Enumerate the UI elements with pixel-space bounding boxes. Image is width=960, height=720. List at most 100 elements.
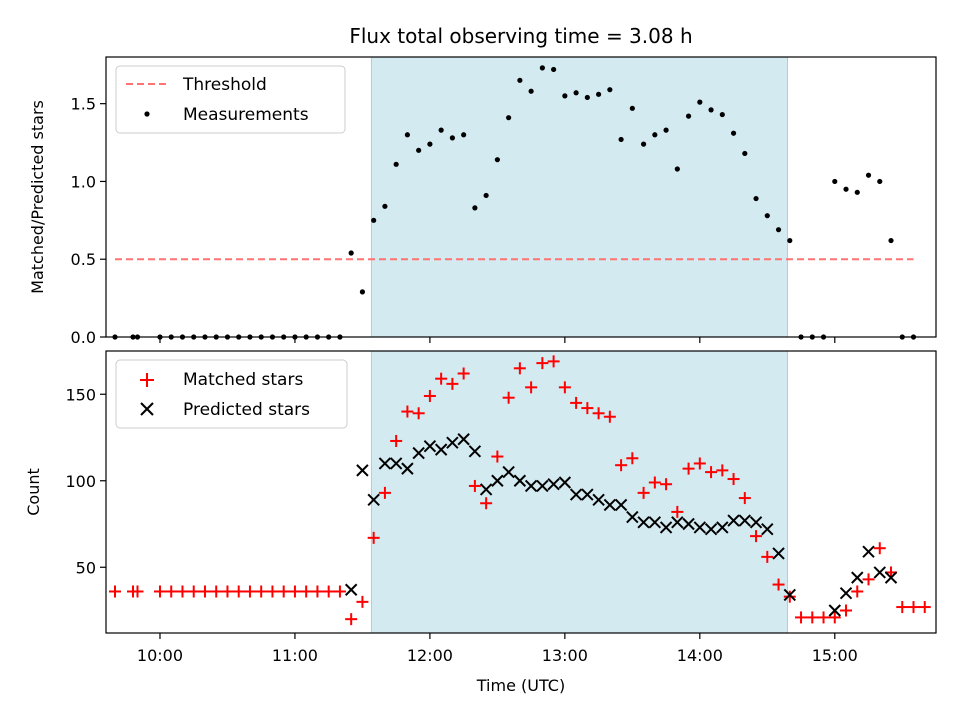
top-y-axis-label: Matched/Predicted stars [28, 100, 47, 294]
predicted-star-point [603, 498, 617, 512]
predicted-star-point [569, 488, 583, 501]
measurement-point [663, 127, 669, 133]
measurement-point [472, 205, 478, 211]
top-panel: 0.0 0.5 1.0 1.5 Matched/Predicted stars Thr… [28, 56, 937, 347]
measurement-point [404, 132, 411, 138]
predicted-star-point [862, 545, 875, 558]
predicted-star-point [749, 516, 763, 529]
measurement-point [618, 136, 624, 143]
predicted-star-point [851, 571, 864, 584]
predicted-star-point [468, 445, 482, 458]
measurement-point [416, 147, 422, 153]
measurement-point [596, 91, 602, 97]
measurement-point [674, 166, 680, 172]
matched-star-point [277, 585, 290, 598]
predicted-star-point [873, 566, 886, 579]
top-y-tick-label: 1.5 [71, 95, 96, 114]
matched-star-point [907, 601, 920, 614]
predicted-star-point [536, 479, 549, 493]
measurement-point [528, 88, 534, 94]
x-tick-label: 15:00 [812, 646, 858, 665]
measurement-point [787, 237, 793, 244]
matched-star-point [570, 396, 583, 409]
matched-star-point [806, 611, 819, 624]
matched-star-point [873, 542, 886, 555]
predicted-stars-points [344, 433, 898, 617]
predicted-star-point [671, 516, 684, 529]
matched-star-point [345, 613, 358, 626]
measurement-point [708, 107, 714, 113]
predicted-star-point [524, 479, 538, 493]
matched-star-point [795, 611, 808, 624]
predicted-star-point [761, 522, 774, 536]
matched-star-point [423, 389, 436, 402]
matched-star-point [761, 550, 774, 563]
legend-matched-marker [140, 373, 154, 387]
matched-star-point [603, 410, 616, 423]
matched-star-point [412, 407, 425, 420]
matched-star-point [108, 585, 121, 598]
matched-star-point [828, 611, 841, 624]
matched-star-point [693, 457, 706, 470]
predicted-star-point [614, 498, 628, 512]
matched-star-point [896, 601, 909, 614]
predicted-star-point [884, 571, 898, 584]
measurement-point [730, 130, 737, 136]
measurement-point [371, 217, 377, 223]
chart-title: Flux total observing time = 3.08 h [349, 24, 692, 48]
bottom-y-tick-label: 100 [65, 472, 96, 491]
predicted-star-point [828, 604, 841, 617]
bottom-legend-box [115, 359, 348, 429]
predicted-star-point [648, 516, 662, 529]
top-x-ticks [159, 337, 836, 343]
predicted-star-point [344, 583, 358, 596]
matched-star-point [288, 585, 301, 598]
predicted-star-point [659, 521, 673, 534]
measurement-point [685, 113, 692, 119]
measurement-point [719, 111, 725, 118]
predicted-star-point [626, 510, 639, 524]
x-tick-label: 11:00 [272, 646, 318, 665]
predicted-star-point [581, 488, 594, 501]
measurement-point [573, 90, 579, 96]
matched-star-point [131, 585, 144, 598]
x-tick-label: 10:00 [137, 646, 183, 665]
matched-star-point [333, 585, 346, 598]
predicted-star-point [592, 493, 605, 506]
legend-predicted-label: Predicted stars [183, 400, 310, 420]
x-tick-label: 12:00 [407, 646, 453, 665]
predicted-star-point [423, 439, 437, 453]
measurement-point [427, 141, 433, 147]
matched-star-point [457, 367, 470, 380]
matched-star-point [581, 402, 594, 415]
predicted-star-point [637, 516, 650, 529]
matched-star-point [390, 434, 403, 447]
x-axis-label: Time (UTC) [476, 676, 565, 695]
matched-star-point [468, 479, 481, 492]
measurement-point [551, 66, 557, 73]
matched-star-point [401, 405, 414, 418]
measurement-point [483, 192, 489, 199]
predicted-star-point [738, 514, 752, 527]
matched-star-point [367, 531, 380, 544]
predicted-star-point [839, 587, 853, 600]
measurement-point [348, 250, 354, 256]
measurement-point [697, 99, 703, 105]
matched-star-point [502, 391, 515, 404]
top-y-tick-label: 0.5 [71, 250, 96, 269]
measurement-point [854, 189, 860, 195]
matched-star-point [783, 590, 796, 603]
matched-stars-points [108, 355, 931, 626]
matched-star-point [727, 473, 740, 486]
measurement-point [742, 150, 748, 157]
measurement-point [640, 141, 647, 147]
predicted-star-point [367, 493, 380, 506]
predicted-star-point [547, 478, 560, 491]
x-tick-label: 14:00 [677, 646, 723, 665]
measurement-point [494, 157, 500, 163]
predicted-star-point [727, 514, 740, 527]
predicted-star-point [378, 457, 392, 470]
predicted-star-point [434, 443, 448, 456]
measurement-point [461, 132, 467, 138]
